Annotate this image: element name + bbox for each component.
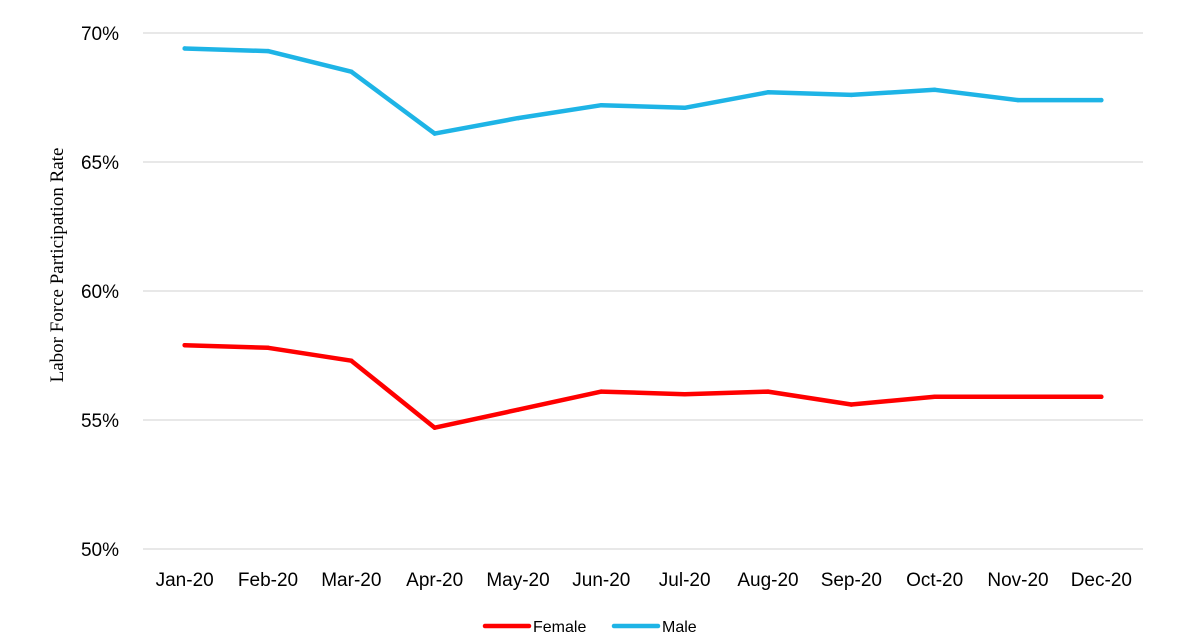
x-tick-label: Sep-20 — [821, 570, 882, 591]
y-tick-label: 50% — [81, 540, 119, 561]
x-tick-label: Oct-20 — [906, 570, 963, 591]
data-point-male — [515, 115, 521, 121]
x-tick-label: Apr-20 — [406, 570, 463, 591]
series-line-female — [182, 342, 1104, 430]
data-point-female — [849, 402, 854, 407]
data-point-female — [182, 342, 187, 348]
x-tick-label: Dec-20 — [1071, 570, 1132, 591]
y-tick-label: 70% — [81, 24, 119, 45]
data-point-female — [1099, 394, 1104, 399]
legend-label-male: Male — [662, 619, 697, 636]
data-point-male — [432, 131, 437, 136]
data-point-female — [349, 358, 354, 363]
data-point-male — [1015, 97, 1021, 103]
data-point-male — [599, 103, 604, 108]
x-tick-labels: Jan-20 Feb-20 Mar-20 Apr-20 May-20 Jun-20 Jul-… — [156, 570, 1132, 591]
x-tick-label: Mar-20 — [321, 570, 381, 591]
data-point-male — [1099, 97, 1104, 103]
data-point-male — [265, 48, 271, 54]
data-point-female — [265, 345, 271, 350]
y-tick-label: 65% — [81, 153, 119, 174]
data-point-female — [599, 389, 604, 394]
data-point-male — [682, 105, 687, 111]
x-tick-label: Nov-20 — [987, 570, 1048, 591]
data-point-female — [515, 407, 521, 412]
x-tick-label: Jun-20 — [572, 570, 630, 591]
data-point-female — [932, 394, 937, 399]
data-point-female — [1015, 394, 1021, 399]
y-tick-label: 60% — [81, 282, 119, 303]
series-line-male — [182, 46, 1104, 136]
legend-label-female: Female — [533, 619, 586, 636]
data-point-female — [682, 392, 687, 397]
data-point-male — [849, 92, 854, 98]
x-tick-label: Jan-20 — [156, 570, 214, 591]
y-tick-labels: 50% 55% 60% 65% 70% — [81, 24, 119, 561]
data-point-male — [182, 46, 187, 51]
data-point-male — [765, 90, 771, 95]
x-tick-label: Jul-20 — [659, 570, 711, 591]
data-point-male — [349, 69, 354, 74]
legend: Female Male — [482, 619, 697, 636]
data-point-female — [765, 389, 771, 394]
x-tick-label: May-20 — [486, 570, 549, 591]
y-tick-label: 55% — [81, 411, 119, 432]
y-axis-label: Labor Force Participation Rate — [47, 148, 68, 383]
x-tick-label: Feb-20 — [238, 570, 298, 591]
data-point-male — [932, 87, 937, 92]
data-point-female — [432, 425, 437, 430]
series-lines — [182, 46, 1104, 430]
x-tick-label: Aug-20 — [737, 570, 798, 591]
grid-lines — [143, 32, 1143, 550]
